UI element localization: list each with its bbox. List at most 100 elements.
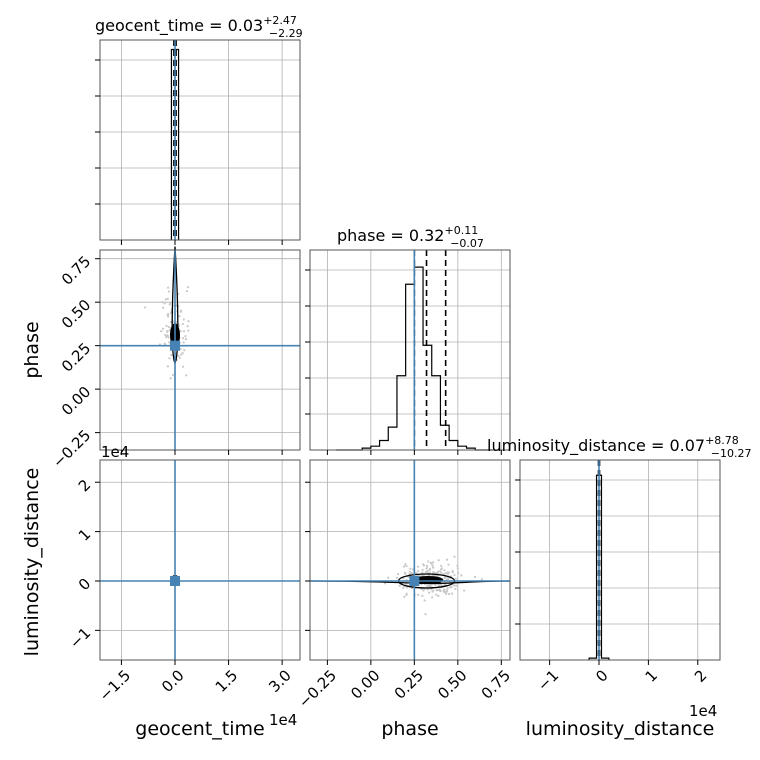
panel-frame [309, 249, 511, 451]
sample-point-geocent-phase [182, 318, 185, 321]
sample-point-phase-distance [462, 589, 466, 592]
sample-point-geocent-phase [184, 337, 188, 341]
sample-point-geocent-phase [164, 335, 168, 339]
sample-point-phase-distance [422, 589, 425, 592]
sample-point-phase-distance [453, 555, 456, 558]
sample-point-geocent-phase [178, 356, 181, 360]
data-layer [143, 40, 610, 660]
sample-point-phase-distance [421, 571, 424, 574]
sample-point-phase-distance [453, 573, 456, 577]
sample-point-geocent-phase [182, 341, 185, 344]
xlabel-geocent-time: geocent_time [135, 718, 264, 740]
sample-point-geocent-phase [143, 306, 147, 309]
sample-point-phase-distance [427, 560, 430, 563]
sample-point-geocent-phase [161, 327, 165, 330]
tick-label-y-phase: 0.75 [58, 252, 94, 288]
sample-point-phase-distance [440, 571, 443, 574]
sample-point-geocent-phase [160, 330, 163, 333]
sample-point-phase-distance [455, 584, 458, 587]
sample-point-geocent-phase [181, 365, 185, 368]
sample-point-geocent-phase [186, 325, 189, 328]
sample-point-geocent-phase [168, 357, 171, 360]
sample-point-phase-distance [404, 562, 407, 566]
sample-point-geocent-phase [178, 315, 181, 318]
sample-point-phase-distance [428, 569, 431, 572]
sample-point-phase-distance [444, 572, 447, 575]
sample-point-phase-distance [402, 565, 406, 568]
sample-point-phase-distance [424, 571, 427, 574]
sample-point-geocent-phase [164, 333, 167, 337]
tick-label-x-luminosity_distance: 1 [642, 666, 661, 685]
tick-layer: −1.5 0.0 1.5 3.0 −0.25 0.00 0.25 0.50 0.75 −1 0 1 2−… [49, 59, 711, 712]
sample-point-geocent-phase [162, 306, 165, 309]
sample-point-phase-distance [440, 567, 444, 570]
panel-frame [99, 459, 301, 661]
tick-label-y-phase: −0.25 [49, 426, 94, 471]
sample-point-phase-distance [403, 595, 406, 598]
sample-point-phase-distance [436, 570, 440, 573]
sample-point-phase-distance [437, 559, 440, 562]
sample-point-geocent-phase [161, 300, 164, 304]
sample-point-phase-distance [447, 592, 451, 596]
sample-point-phase-distance [409, 567, 412, 570]
sample-point-phase-distance [445, 588, 448, 592]
xlabel-luminosity-distance: luminosity_distance [526, 718, 715, 740]
sample-point-geocent-phase [182, 336, 185, 340]
sample-point-geocent-phase [167, 325, 170, 329]
sample-point-phase-distance [417, 565, 420, 568]
sample-point-phase-distance [451, 569, 454, 573]
sample-point-phase-distance [432, 570, 435, 574]
tick-label-y-luminosity_distance: 0 [75, 575, 94, 594]
sample-point-phase-distance [454, 577, 457, 580]
sample-point-phase-distance [416, 570, 420, 573]
sample-point-phase-distance [454, 587, 457, 590]
tick-label-x-luminosity_distance: −1 [534, 666, 562, 694]
offset-label-ld-x: 1e4 [689, 702, 717, 720]
tick-label-x-phase: 0.25 [391, 666, 427, 702]
sample-point-phase-distance [425, 567, 428, 570]
sample-point-phase-distance [422, 563, 425, 566]
tick-label-x-geocent_time: 1.5 [212, 666, 242, 696]
sample-point-phase-distance [452, 584, 456, 587]
sample-point-phase-distance [439, 564, 443, 567]
sample-point-geocent-phase [167, 290, 171, 293]
sample-point-phase-distance [440, 584, 443, 587]
truth-marker [170, 575, 180, 586]
sample-point-phase-distance [460, 574, 463, 577]
sample-point-geocent-phase [169, 301, 172, 304]
sample-point-geocent-phase [166, 329, 169, 333]
sample-point-phase-distance [410, 572, 413, 575]
sample-point-geocent-phase [167, 315, 170, 318]
sample-point-geocent-phase [179, 309, 183, 312]
tick-label-y-phase: 0.50 [58, 296, 94, 332]
sample-point-geocent-phase [167, 336, 170, 339]
sample-point-phase-distance [446, 587, 449, 590]
sample-point-geocent-phase [177, 354, 180, 357]
sample-point-phase-distance [421, 568, 424, 571]
sample-point-phase-distance [431, 564, 434, 567]
sample-point-phase-distance [446, 590, 449, 593]
sample-point-phase-distance [431, 561, 435, 564]
tick-label-y-phase: 0.25 [58, 339, 94, 375]
sample-point-geocent-phase [166, 365, 170, 368]
sample-point-geocent-phase [166, 297, 169, 300]
grid-layer [100, 40, 720, 660]
sample-point-phase-distance [443, 569, 446, 572]
sample-point-phase-distance [414, 571, 418, 575]
sample-point-geocent-phase [187, 286, 190, 289]
sample-point-phase-distance [405, 593, 408, 596]
sample-point-phase-distance [431, 590, 434, 593]
frame-layer [99, 39, 721, 661]
tick-label-x-geocent_time: −1.5 [96, 666, 134, 704]
sample-point-phase-distance [435, 589, 439, 592]
sample-point-phase-distance [449, 586, 452, 589]
sample-point-phase-distance [445, 558, 449, 561]
panel-frame [99, 39, 301, 241]
panel-frame [99, 249, 301, 451]
sample-point-phase-distance [427, 591, 431, 594]
tick-label-x-phase: 0.00 [347, 666, 383, 702]
sample-point-geocent-phase [181, 351, 184, 355]
panel-frame [519, 459, 721, 661]
sample-point-phase-distance [421, 594, 424, 597]
sample-point-phase-distance [408, 573, 411, 576]
